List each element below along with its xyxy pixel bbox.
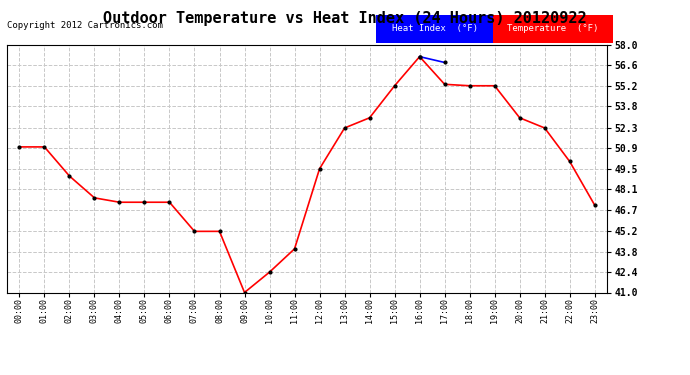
Text: Outdoor Temperature vs Heat Index (24 Hours) 20120922: Outdoor Temperature vs Heat Index (24 Ho… — [104, 11, 586, 26]
Bar — [376, 15, 493, 42]
Text: Temperature  (°F): Temperature (°F) — [507, 24, 599, 33]
Text: Copyright 2012 Cartronics.com: Copyright 2012 Cartronics.com — [7, 21, 163, 30]
Text: Heat Index  (°F): Heat Index (°F) — [392, 24, 477, 33]
Bar — [493, 15, 613, 42]
